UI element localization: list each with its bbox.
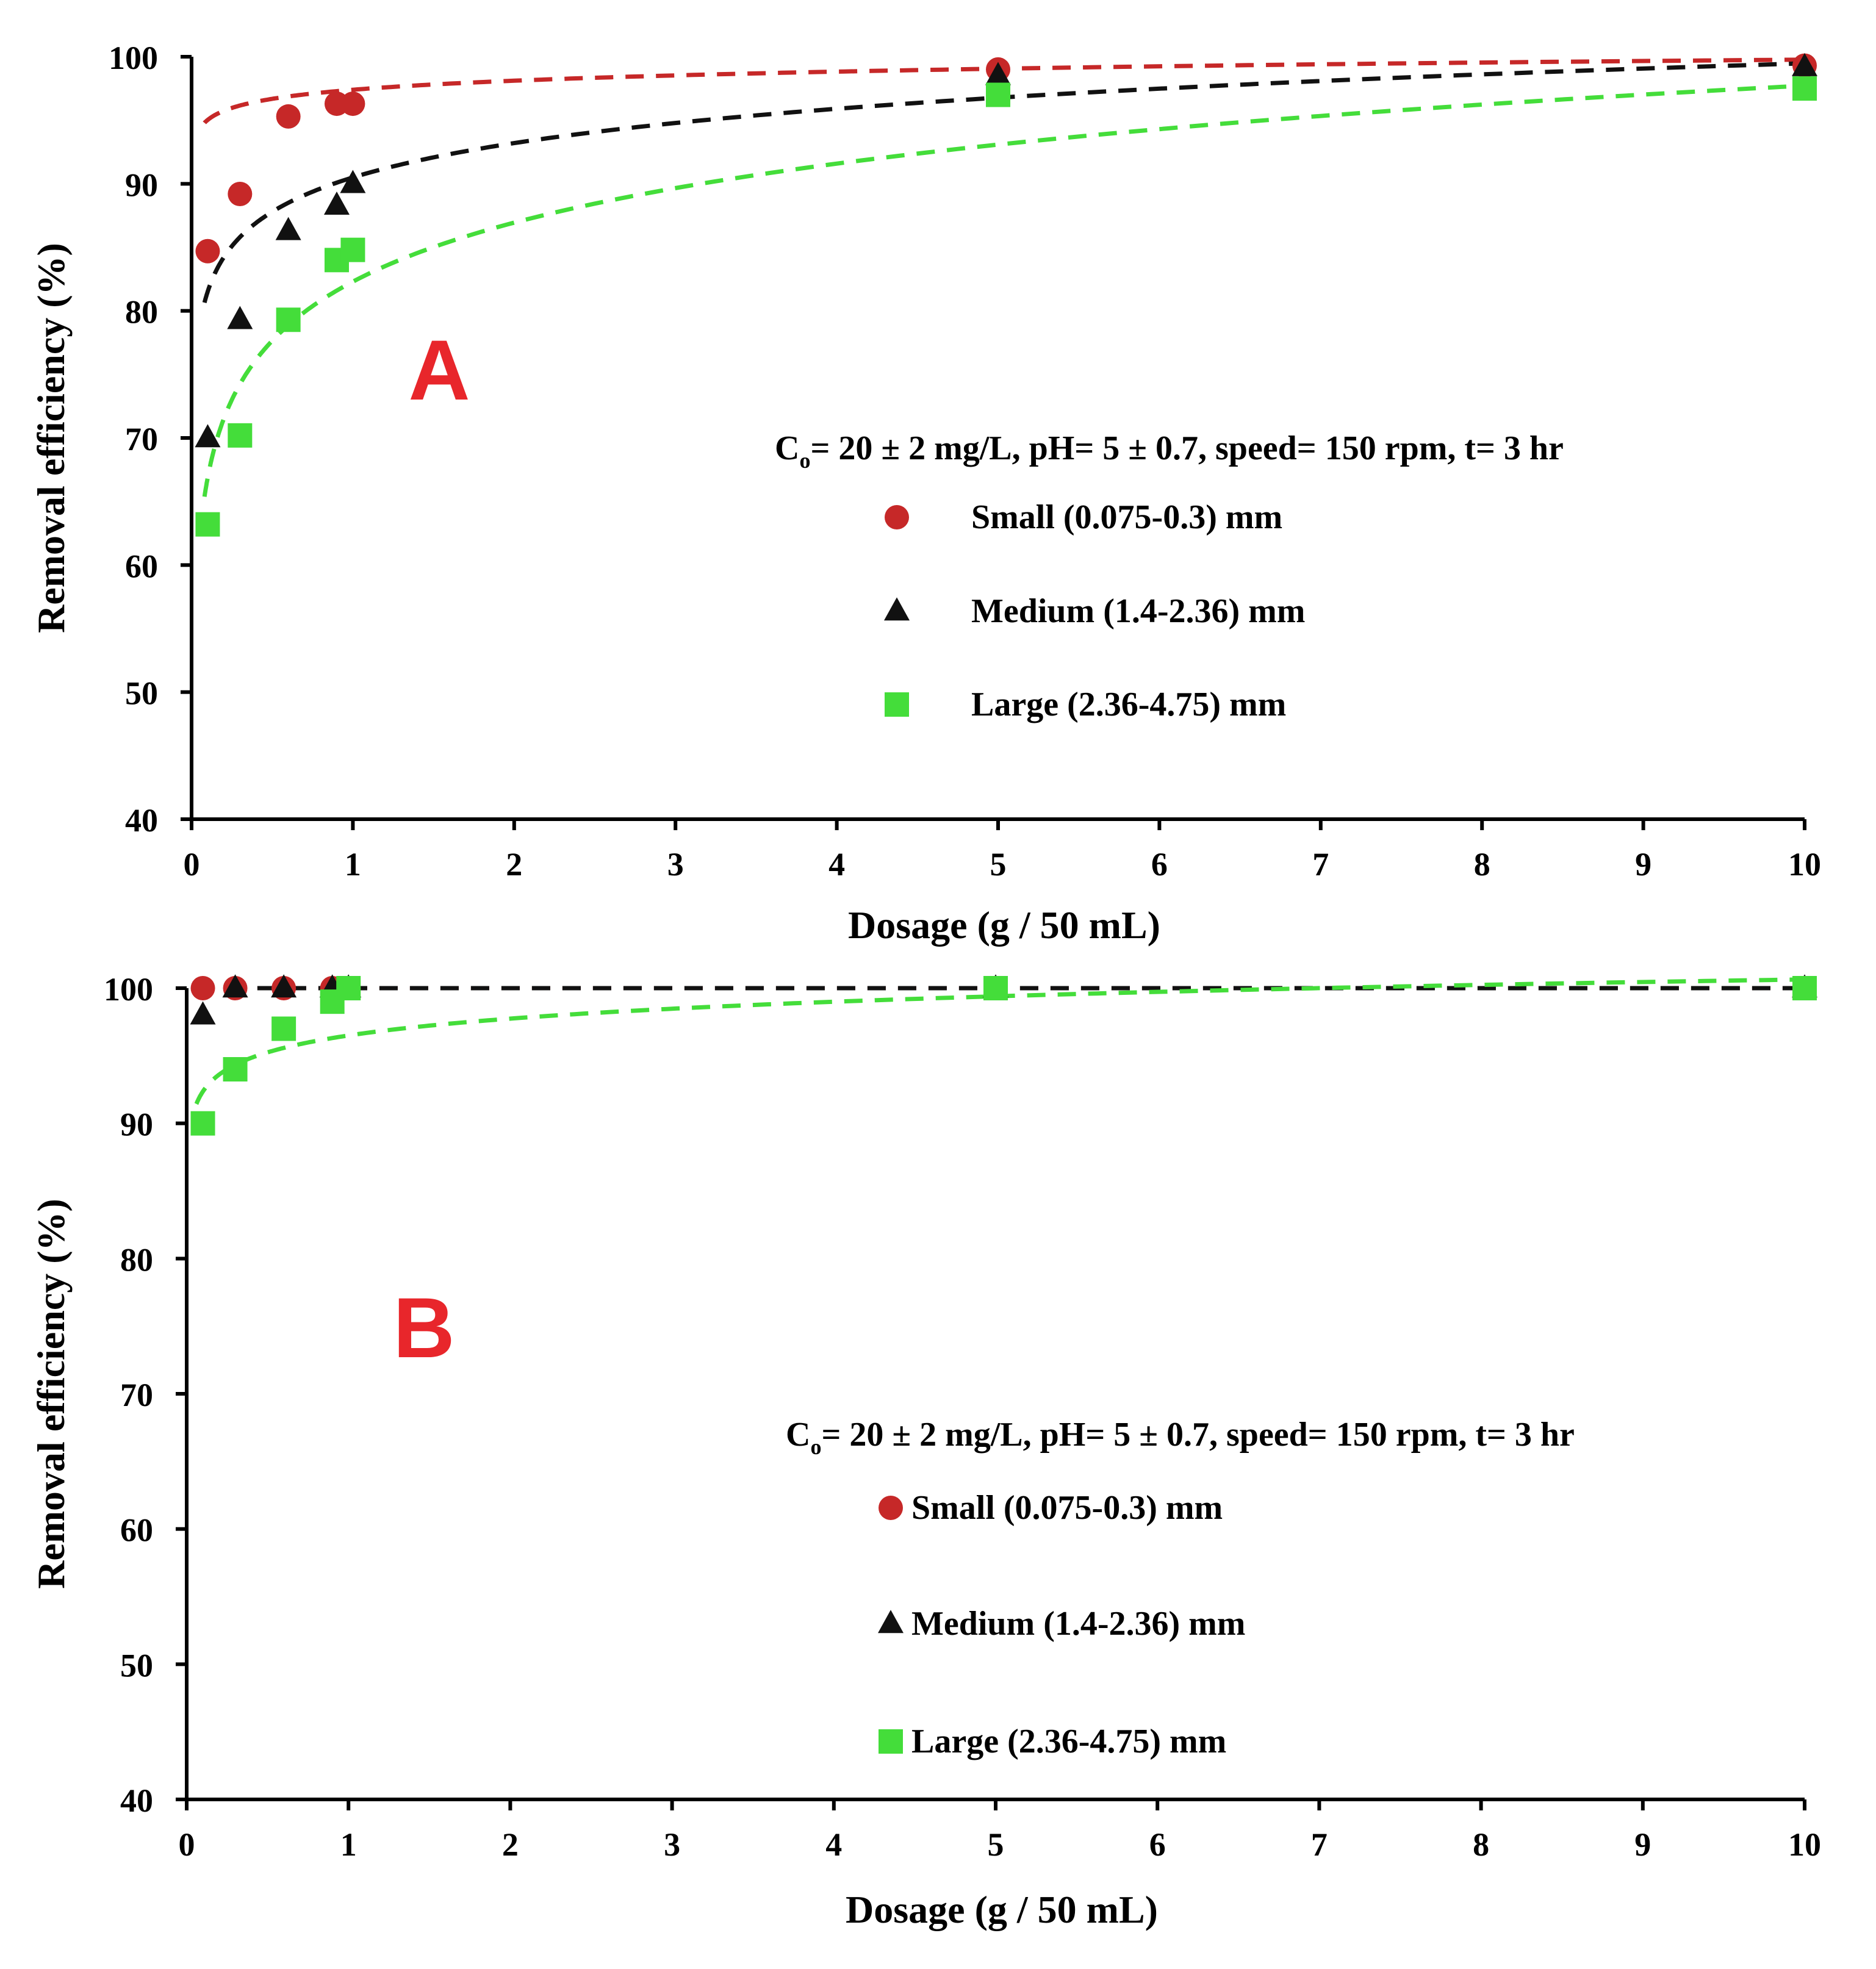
trend-line-square <box>202 83 1805 497</box>
x-tick-label: 4 <box>828 846 845 883</box>
trend-line-triangle <box>202 61 1805 303</box>
data-point-square <box>228 423 253 448</box>
conditions-rest: = 20 ± 2 mg/L, pH= 5 ± 0.7, speed= 150 r… <box>810 429 1563 467</box>
legend-marker-circle <box>885 505 909 529</box>
data-point-square <box>190 1111 215 1136</box>
x-tick-label: 3 <box>664 1826 680 1863</box>
x-tick-label: 10 <box>1788 846 1821 883</box>
legend-label: Medium (1.4-2.36) mm <box>911 1605 1245 1643</box>
x-tick-label: 8 <box>1474 846 1490 883</box>
conditions-text: Co= 20 ± 2 mg/L, pH= 5 ± 0.7, speed= 150… <box>775 429 1564 473</box>
conditions-subscript: o <box>799 448 810 473</box>
data-point-square <box>195 512 220 537</box>
y-tick-label: 100 <box>104 971 153 1008</box>
y-tick-label: 80 <box>125 294 158 331</box>
x-tick-label: 1 <box>340 1826 357 1863</box>
y-axis-label: Removal efficiency (%) <box>29 243 73 633</box>
x-tick-label: 4 <box>825 1826 842 1863</box>
x-tick-label: 5 <box>988 1826 1004 1863</box>
y-tick-label: 80 <box>120 1241 153 1278</box>
y-tick-label: 90 <box>125 167 158 203</box>
x-tick-label: 3 <box>667 846 684 883</box>
trend-line-circle <box>203 57 1805 124</box>
data-point-triangle <box>190 1001 216 1025</box>
y-tick-label: 40 <box>125 802 158 839</box>
legend-label: Small (0.075-0.3) mm <box>911 1489 1223 1527</box>
data-point-square <box>986 82 1010 107</box>
data-point-triangle <box>271 974 297 998</box>
conditions-prefix: C <box>775 429 799 467</box>
conditions-prefix: C <box>786 1416 810 1454</box>
x-axis-label: Dosage (g / 50 mL) <box>848 903 1160 947</box>
data-point-square <box>271 1016 296 1041</box>
data-point-triangle <box>985 62 1011 85</box>
data-point-triangle <box>227 306 253 329</box>
y-tick-label: 70 <box>125 421 158 457</box>
data-point-triangle <box>275 217 301 240</box>
panel-letter: A <box>408 322 470 418</box>
data-point-square <box>336 976 361 1000</box>
x-tick-label: 0 <box>179 1826 195 1863</box>
x-tick-label: 7 <box>1312 846 1329 883</box>
x-tick-label: 5 <box>990 846 1007 883</box>
x-tick-label: 10 <box>1788 1826 1821 1863</box>
data-point-square <box>983 976 1008 1000</box>
chart-panel-b: 40 50 60 70 80 90 100 0 1 2 3 4 5 6 7 8 9 10 Dosage (g / 5… <box>29 971 1821 1931</box>
data-point-triangle <box>222 974 248 998</box>
data-point-triangle <box>1792 52 1817 76</box>
data-point-triangle <box>323 191 350 215</box>
x-tick-label: 2 <box>506 846 522 883</box>
data-point-triangle <box>340 170 366 193</box>
x-tick-label: 7 <box>1311 1826 1328 1863</box>
legend-marker-triangle <box>884 597 910 621</box>
y-tick-label: 60 <box>125 548 158 584</box>
y-tick-label: 50 <box>120 1647 153 1684</box>
legend-marker-circle <box>879 1496 903 1520</box>
legend-label: Large (2.36-4.75) mm <box>911 1723 1226 1760</box>
legend-marker-triangle <box>878 1610 904 1634</box>
y-tick-label: 50 <box>125 675 158 712</box>
data-point-square <box>276 307 301 332</box>
legend-label: Small (0.075-0.3) mm <box>971 498 1282 536</box>
x-tick-label: 9 <box>1634 1826 1651 1863</box>
conditions-rest: = 20 ± 2 mg/L, pH= 5 ± 0.7, speed= 150 r… <box>821 1416 1574 1454</box>
y-tick-label: 40 <box>120 1782 153 1819</box>
conditions-subscript: o <box>810 1435 821 1459</box>
data-point-circle <box>228 182 253 206</box>
data-point-circle <box>190 976 215 1000</box>
x-tick-label: 6 <box>1151 846 1168 883</box>
x-tick-label: 8 <box>1473 1826 1489 1863</box>
y-tick-label: 100 <box>109 40 158 76</box>
trend-line-square <box>194 977 1805 1105</box>
panel-letter: B <box>393 1280 455 1375</box>
data-point-circle <box>340 91 365 117</box>
data-point-square <box>223 1057 248 1081</box>
x-tick-label: 6 <box>1149 1826 1166 1863</box>
y-tick-label: 70 <box>120 1377 153 1413</box>
x-tick-label: 9 <box>1635 846 1651 883</box>
data-point-square <box>340 237 365 262</box>
legend-marker-square <box>879 1729 903 1754</box>
legend-label: Large (2.36-4.75) mm <box>971 686 1286 723</box>
chart-panel-a: 40 50 60 70 80 90 100 0 1 2 3 4 5 6 7 8 9 10 Dosage (g / 5… <box>29 40 1821 947</box>
y-tick-label: 90 <box>120 1106 153 1143</box>
x-tick-label: 0 <box>184 846 200 883</box>
x-tick-label: 1 <box>345 846 361 883</box>
x-tick-label: 2 <box>502 1826 519 1863</box>
conditions-text: Co= 20 ± 2 mg/L, pH= 5 ± 0.7, speed= 150… <box>786 1416 1575 1459</box>
x-axis-label: Dosage (g / 50 mL) <box>846 1888 1158 1931</box>
data-point-square <box>1792 76 1817 101</box>
y-axis-label: Removal efficiency (%) <box>29 1199 73 1589</box>
y-tick-label: 60 <box>120 1512 153 1549</box>
data-point-circle <box>276 104 301 129</box>
data-point-square <box>1792 976 1817 1000</box>
legend-label: Medium (1.4-2.36) mm <box>971 592 1305 630</box>
legend-marker-square <box>885 692 909 717</box>
data-point-circle <box>195 239 220 264</box>
data-point-triangle <box>195 424 221 448</box>
